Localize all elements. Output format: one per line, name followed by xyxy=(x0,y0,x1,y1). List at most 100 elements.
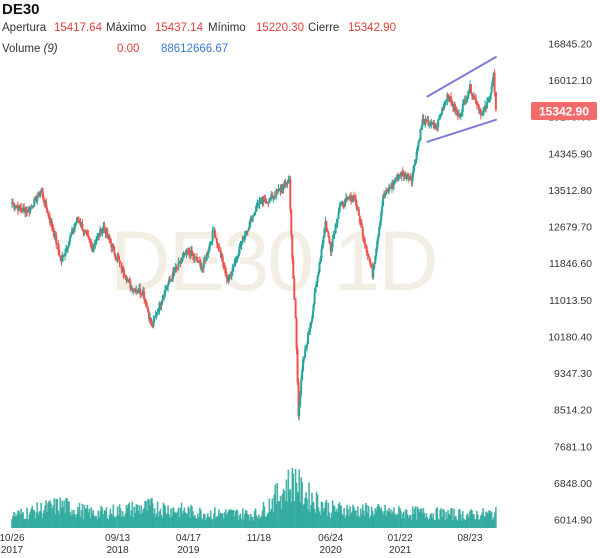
volume-bar xyxy=(397,514,399,528)
candle-body xyxy=(41,190,44,194)
volume-bar xyxy=(259,517,262,528)
volume-bar xyxy=(91,513,94,528)
candle-body xyxy=(397,174,400,180)
candle-body xyxy=(154,315,157,318)
volume-bar xyxy=(233,516,236,528)
volume-bar xyxy=(346,504,348,528)
candle-body xyxy=(70,229,73,235)
volume-bar xyxy=(176,511,179,528)
candle-body xyxy=(239,245,242,247)
volume-bar xyxy=(135,504,138,528)
candle-body xyxy=(339,204,342,207)
candle-body xyxy=(473,96,476,98)
x-tick-label: 08/23 xyxy=(457,533,482,544)
volume-bar xyxy=(237,520,240,528)
y-axis[interactable]: 16845.2016012.1015179.0014345.9013512.80… xyxy=(548,39,592,527)
candle-body xyxy=(370,266,373,268)
volume-bar xyxy=(419,508,422,528)
volume-bar xyxy=(93,516,96,528)
volume-bar xyxy=(442,508,444,528)
candle-body xyxy=(315,281,318,288)
candle-body xyxy=(86,232,89,235)
volume-bar xyxy=(252,520,255,528)
candle-body xyxy=(379,221,382,227)
candle-body xyxy=(143,291,146,299)
candle-body xyxy=(401,172,404,174)
candle-body xyxy=(431,122,434,125)
volume-bar xyxy=(396,513,398,528)
x-tick-label: 10/26 xyxy=(0,533,25,544)
candle-body xyxy=(233,262,236,267)
volume-bar xyxy=(77,511,80,528)
candle-body xyxy=(258,200,261,204)
volume-bar xyxy=(23,518,25,528)
trendline-lower[interactable] xyxy=(426,118,497,143)
volume-bar xyxy=(273,494,276,528)
candle-body xyxy=(19,205,22,208)
volume-bar xyxy=(438,520,440,528)
volume-bar xyxy=(295,483,298,528)
volume-bar xyxy=(448,513,450,528)
candle-body xyxy=(131,287,134,292)
volume-bar xyxy=(120,517,123,528)
volume-bar xyxy=(311,492,313,528)
volume-bar xyxy=(339,505,341,528)
candle-body xyxy=(385,190,388,195)
candle-body xyxy=(271,194,274,199)
x-tick-label: 01/22 xyxy=(388,533,413,544)
candle-body xyxy=(185,249,188,255)
candle-body xyxy=(163,295,166,297)
candle-body xyxy=(110,242,113,248)
volume-bar xyxy=(318,511,321,528)
candle-body xyxy=(252,215,255,217)
volume-bar xyxy=(98,517,101,528)
candle-body xyxy=(316,275,319,282)
candle-body xyxy=(202,261,205,269)
candle-body xyxy=(20,207,23,210)
volume-bar xyxy=(105,507,108,528)
volume-bar xyxy=(222,518,225,528)
volume-bar xyxy=(55,498,58,528)
volume-bar xyxy=(22,512,24,528)
volume-bar xyxy=(145,500,147,528)
volume-bar xyxy=(62,507,64,528)
volume-bar xyxy=(128,502,131,528)
volume-bar xyxy=(467,516,470,528)
trendline-upper[interactable] xyxy=(426,55,497,98)
volume-bar xyxy=(235,509,238,528)
volume-bar xyxy=(36,502,39,528)
candle-body xyxy=(69,236,72,242)
candle-body xyxy=(365,246,368,253)
volume-bar xyxy=(208,516,211,528)
volume-bar xyxy=(474,519,476,528)
volume-bar xyxy=(127,504,130,528)
candle-body xyxy=(450,100,453,106)
volume-bar xyxy=(324,502,327,528)
candle-body xyxy=(409,177,412,179)
volume-bar xyxy=(104,510,107,528)
candle-body xyxy=(455,109,458,112)
candle-body xyxy=(180,260,183,264)
candle-body xyxy=(294,299,297,319)
volume-bar xyxy=(113,516,116,528)
volume-bar xyxy=(401,518,403,528)
volume-bar xyxy=(493,512,496,528)
candle-body xyxy=(162,295,165,300)
candle-body xyxy=(363,238,366,244)
trendlines[interactable] xyxy=(426,55,497,143)
candle-body xyxy=(174,267,177,272)
volume-bar xyxy=(455,515,457,528)
volume-bar xyxy=(14,516,16,528)
volume-bar xyxy=(207,517,210,528)
volume-bar xyxy=(227,510,230,528)
candle-body xyxy=(29,207,32,212)
candle-body xyxy=(490,86,493,93)
volume-bar xyxy=(274,484,277,528)
candle-body xyxy=(362,236,365,239)
volume-bar xyxy=(164,505,166,528)
x-tick-year-label: 2019 xyxy=(177,545,200,556)
candle-body xyxy=(476,104,479,106)
